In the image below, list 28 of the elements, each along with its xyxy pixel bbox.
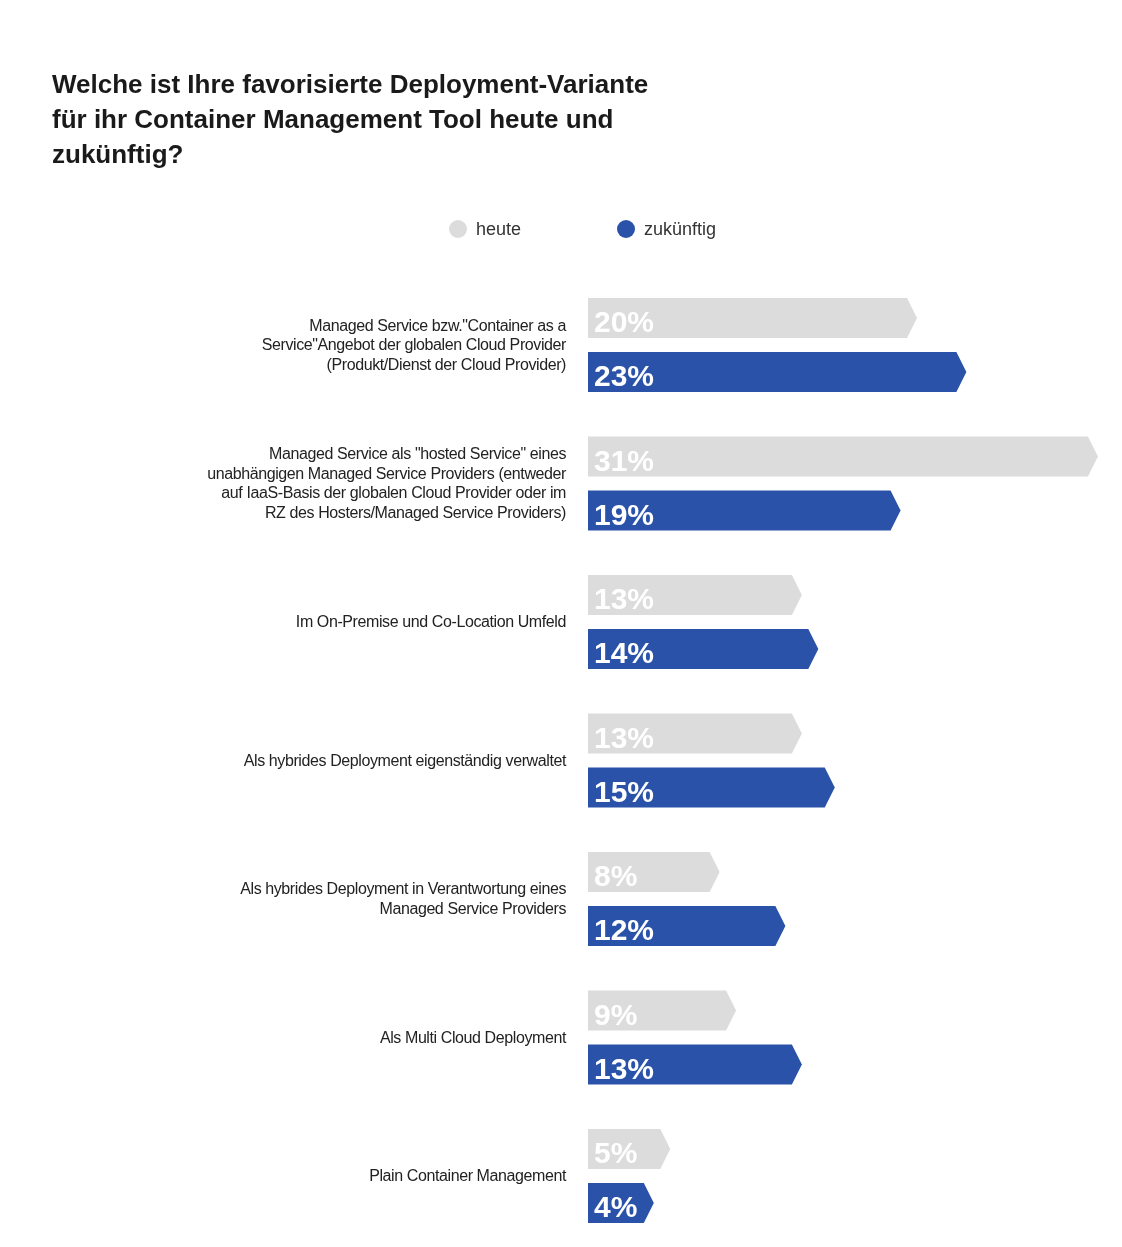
data-label: 12%: [594, 913, 655, 946]
bar: [588, 906, 786, 946]
y-tick-label: Plain Container Management: [369, 1167, 567, 1184]
bar: [588, 1044, 802, 1085]
data-label: 15%: [594, 774, 655, 808]
y-tick-label: Im On-Premise und Co-Location Umfeld: [295, 613, 566, 630]
bar: [588, 990, 737, 1031]
bar: [588, 767, 835, 808]
text: Welche ist Ihre favorisierte Deployment-Variante für ihr Container Management Tool heute und zukünftig?: [52, 69, 649, 169]
data-label: 14%: [594, 636, 655, 669]
y-tick-label: Als hybrides Deployment in Verantwortung eines Managed Service Providers: [240, 880, 567, 917]
data-label: 13%: [594, 1051, 655, 1085]
bar: [588, 298, 917, 338]
legend-label: heute: [476, 219, 522, 239]
data-label: 4%: [594, 1190, 638, 1223]
bar: [588, 352, 967, 392]
bar: [588, 713, 802, 754]
y-tick-label: Managed Service als "hosted Service" eines unabhängigen Managed Service Providers (entweder auf IaaS-Basis der globalen Cloud Provider oder im RZ des Hosters/Managed Service Providers): [207, 445, 568, 521]
y-tick-label: Als hybrides Deployment eigenständig verwaltet: [243, 751, 567, 769]
data-label: 19%: [594, 497, 655, 531]
bar: [588, 629, 819, 669]
bar: [588, 436, 1098, 477]
legend-label: zukünftig: [644, 219, 717, 239]
bar: [588, 490, 901, 531]
y-tick-label: Managed Service bzw."Container as a Service"Angebot der globalen Cloud Provider (Produkt/Dienst der Cloud Provider): [261, 316, 568, 373]
y-tick-label: Als Multi Cloud Deployment: [379, 1028, 567, 1046]
data-label: 23%: [594, 359, 655, 392]
bar: [588, 575, 802, 615]
